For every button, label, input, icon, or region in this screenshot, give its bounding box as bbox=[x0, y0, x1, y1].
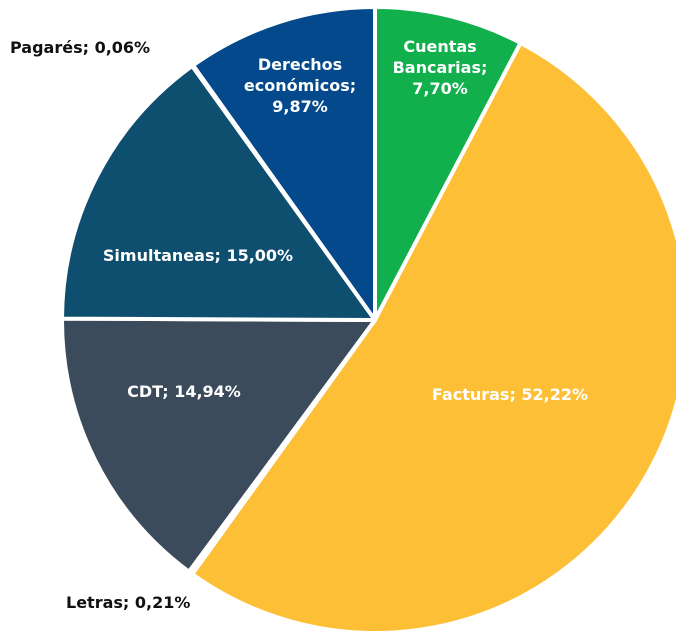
pie-slice bbox=[373, 5, 523, 322]
slice-label: Derechos económicos; 9,87% bbox=[243, 55, 357, 116]
slice-label: Facturas; 52,22% bbox=[431, 385, 589, 404]
slice-label: Cuentas Bancarias; 7,70% bbox=[392, 37, 488, 98]
pie-slice bbox=[191, 5, 377, 322]
pie-slice bbox=[60, 316, 377, 574]
slice-label: Pagarés; 0,06% bbox=[10, 38, 151, 57]
slice-label: Simultaneas; 15,00% bbox=[102, 246, 294, 265]
slice-label: CDT; 14,94% bbox=[127, 382, 241, 401]
pie-slice bbox=[190, 40, 676, 631]
slice-label: Letras; 0,21% bbox=[66, 593, 191, 612]
pie-slice bbox=[60, 63, 377, 322]
